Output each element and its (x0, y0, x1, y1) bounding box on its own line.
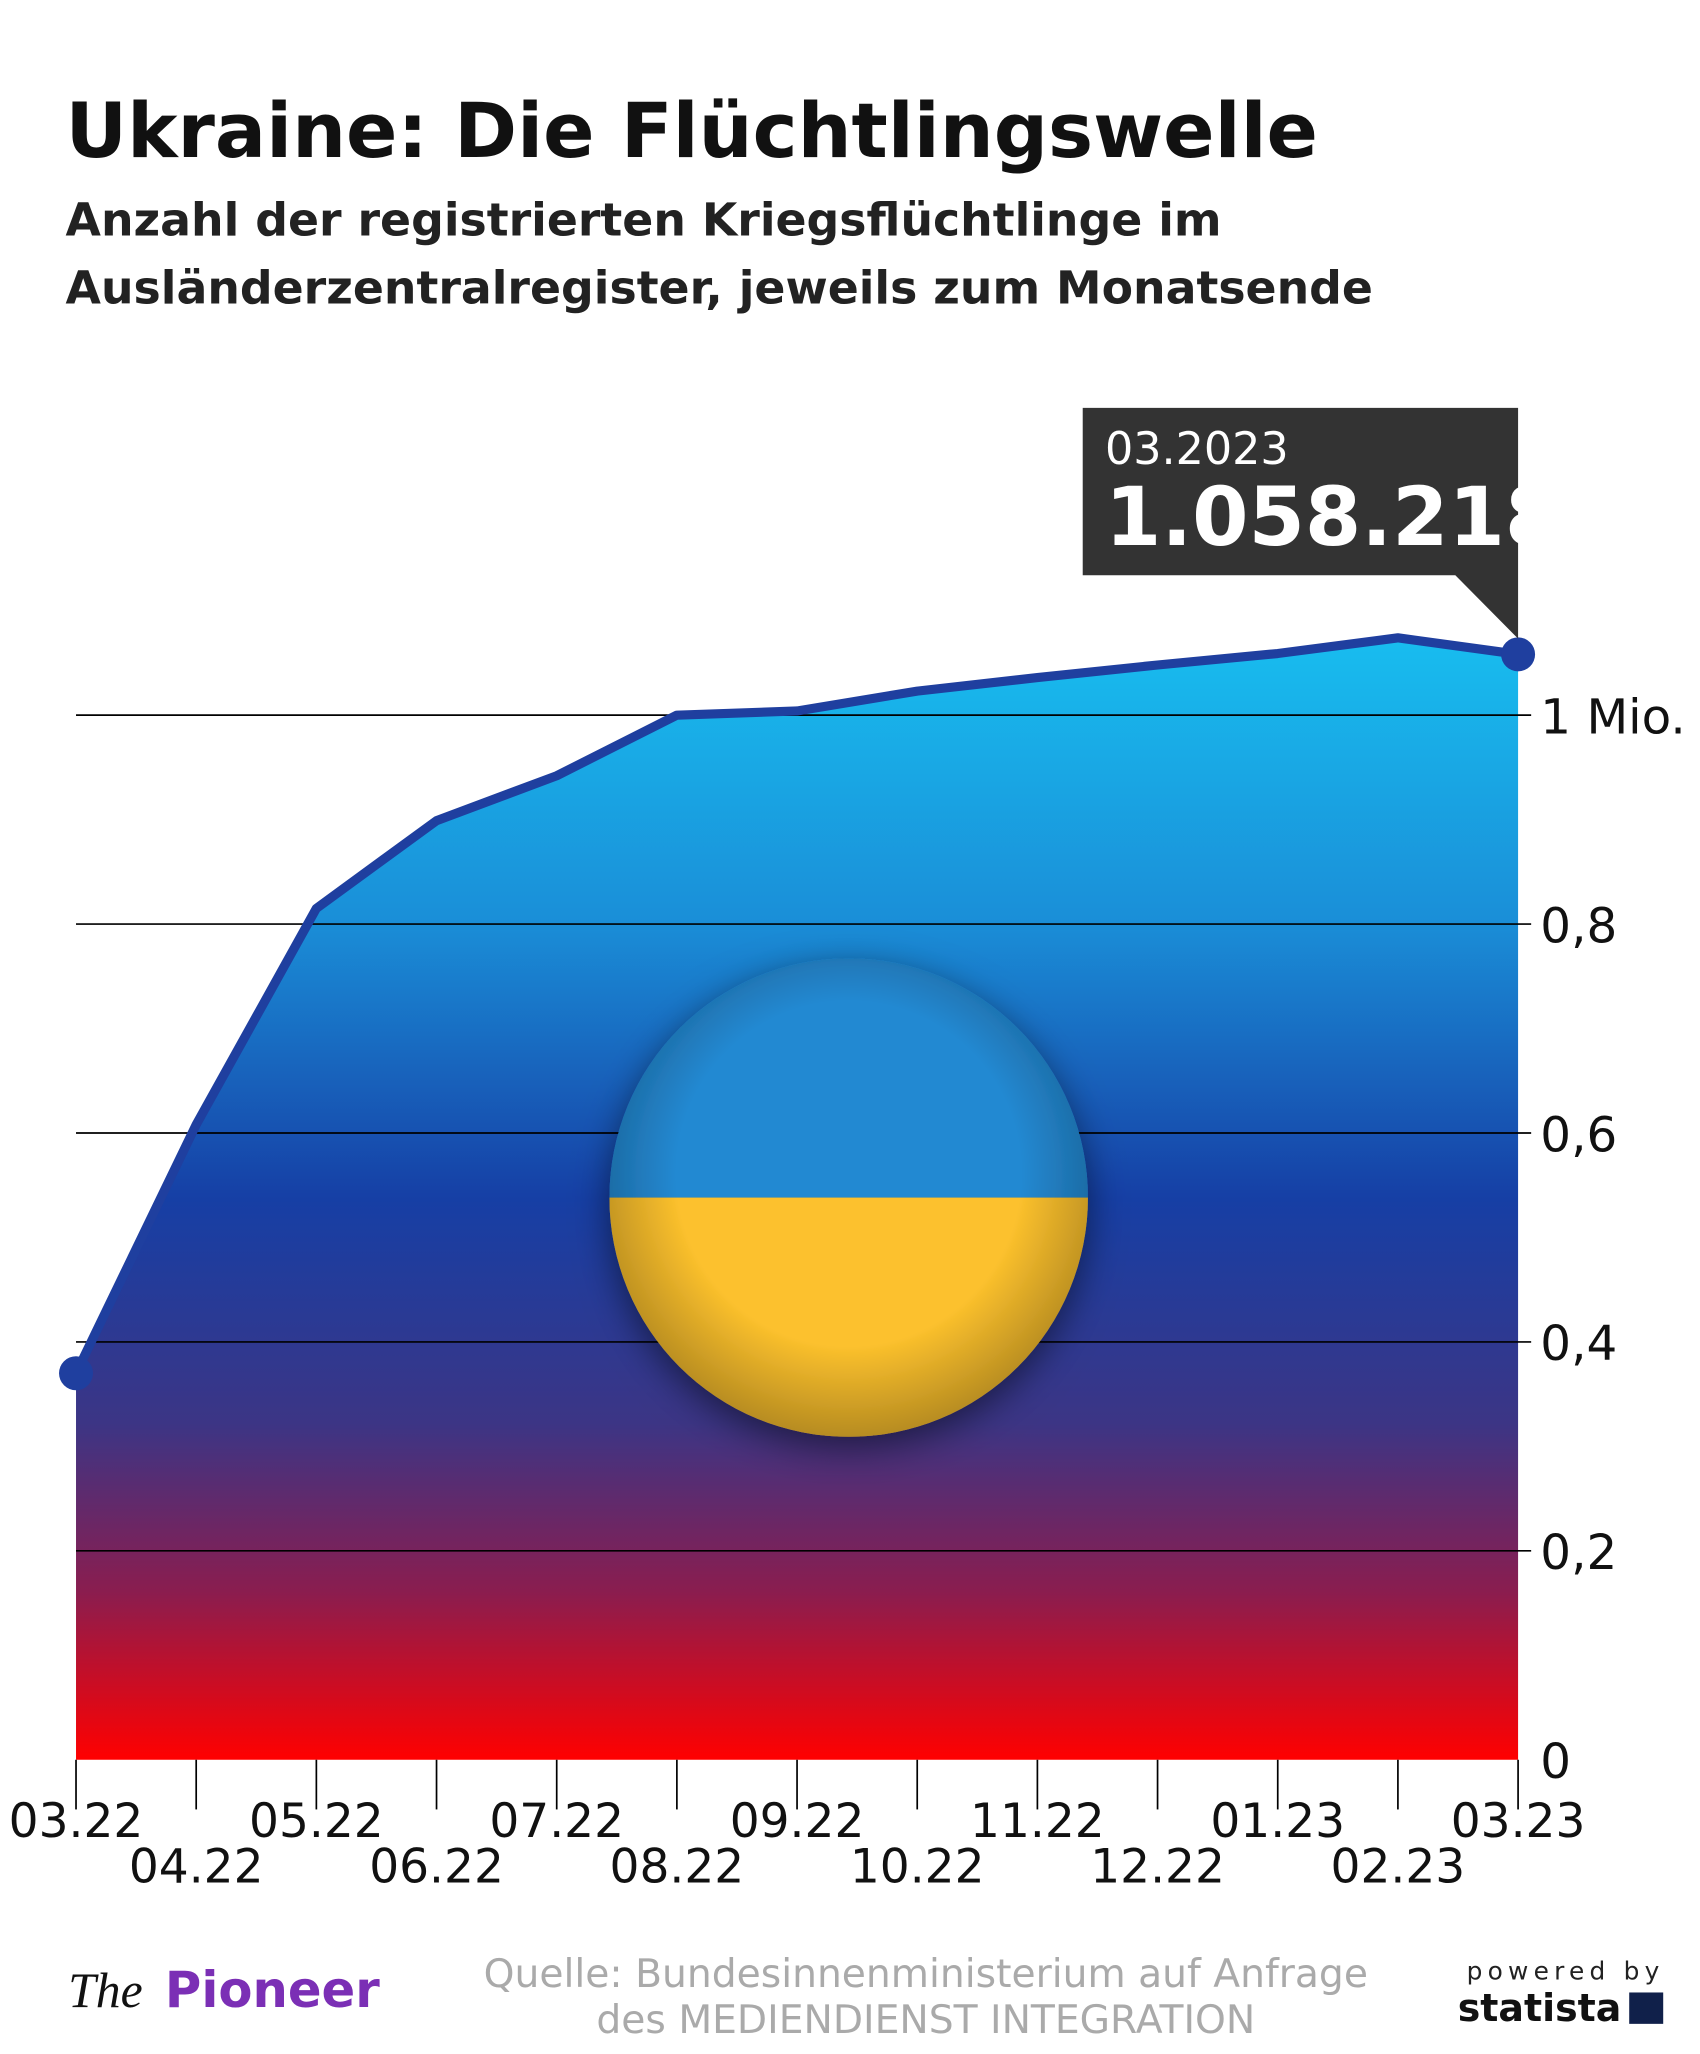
y-tick-label: 0 (1540, 1734, 1571, 1790)
x-tick-label: 01.23 (1210, 1794, 1345, 1849)
x-tick-label: 02.23 (1331, 1840, 1466, 1895)
chart-subtitle: Anzahl der registrierten Kriegsflüchtlin… (66, 193, 1222, 246)
point (59, 1356, 94, 1391)
x-tick-label: 10.22 (850, 1840, 985, 1895)
y-tick-label: 0,2 (1540, 1525, 1617, 1581)
flag-icon (609, 958, 1088, 1437)
logo-the: The (68, 1963, 143, 2018)
y-tick-label: 0,6 (1540, 1107, 1617, 1163)
annotation-box (1082, 407, 1519, 639)
y-tick-label: 1 Mio. (1540, 689, 1685, 745)
logo-pioneer: Pioneer (165, 1961, 380, 2019)
y-tick-label: 0,4 (1540, 1316, 1617, 1372)
chart-subtitle: Ausländerzentralregister, jeweils zum Mo… (66, 261, 1373, 314)
x-tick-label: 04.22 (129, 1840, 264, 1895)
brand: statista (1458, 1986, 1622, 2030)
x-tick-label: 12.22 (1090, 1840, 1225, 1895)
x-tick-label: 07.22 (489, 1794, 624, 1849)
brand-icon (1629, 1992, 1664, 2024)
point (1501, 637, 1536, 672)
annotation-date: 03.2023 (1105, 424, 1289, 475)
x-tick-label: 03.23 (1451, 1794, 1586, 1849)
x-tick-label: 05.22 (249, 1794, 384, 1849)
x-tick-label: 06.22 (369, 1840, 504, 1895)
annotation-value: 1.058.218 (1105, 471, 1561, 565)
chart-title: Ukraine: Die Flüchtlingswelle (66, 87, 1318, 175)
x-tick-label: 09.22 (730, 1794, 865, 1849)
y-tick-label: 0,8 (1540, 898, 1617, 954)
source: Quelle: Bundesinnenministerium auf Anfra… (484, 1952, 1368, 1997)
line (71, 633, 1519, 1376)
x-tick-label: 08.22 (610, 1840, 745, 1895)
x-tick-label: 03.22 (9, 1794, 144, 1849)
x-tick-label: 11.22 (970, 1794, 1105, 1849)
source: des MEDIENDIENST INTEGRATION (596, 1998, 1255, 2043)
powered-by: powered by (1467, 1956, 1665, 1985)
